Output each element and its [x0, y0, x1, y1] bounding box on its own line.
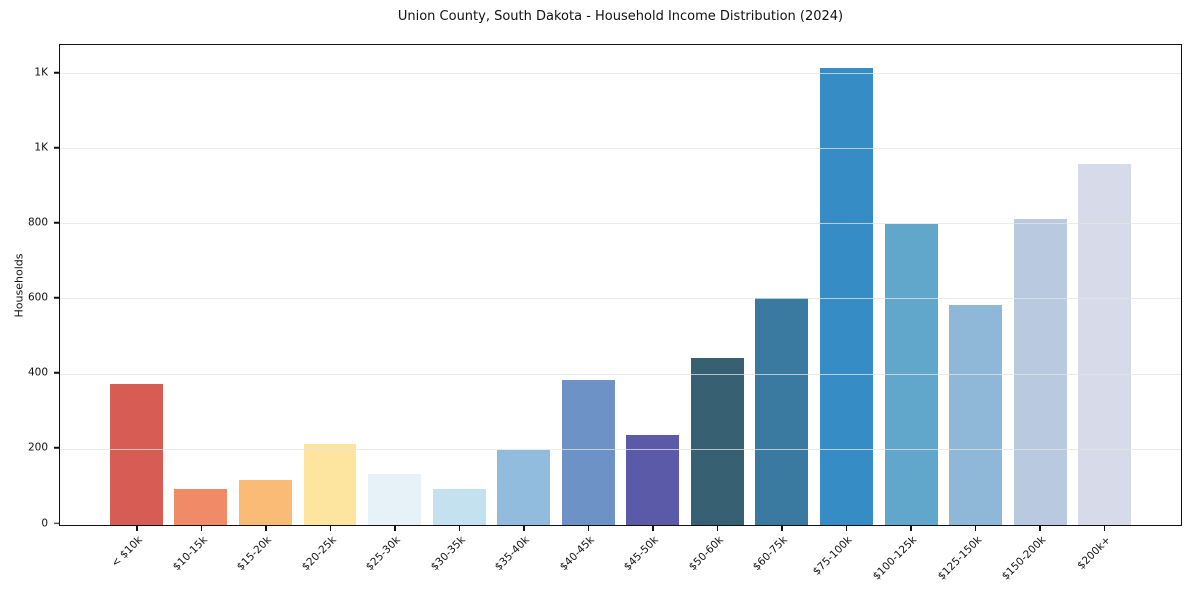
x-tick-mark — [781, 525, 783, 531]
bar-slot — [233, 45, 298, 525]
bar-$75-100k — [820, 68, 873, 525]
x-tick-label: $30-35k — [428, 534, 468, 574]
y-axis-ticks: 0 200 400 600 800 1K 1K — [0, 44, 59, 528]
y-tick-mark — [54, 147, 59, 149]
x-tick-mark — [523, 525, 525, 531]
bar-slot — [750, 45, 815, 525]
x-tick-mark — [716, 525, 718, 531]
bar-< $10k — [109, 384, 163, 525]
bar-slot — [879, 45, 944, 525]
x-tick-mark — [652, 525, 654, 531]
y-tick-mark — [54, 372, 59, 374]
x-tick-label: $40-45k — [557, 534, 597, 574]
x-tick-label: $35-40k — [493, 534, 533, 574]
x-tick-mark — [910, 525, 912, 531]
bar-$200k+ — [1078, 164, 1132, 525]
x-tick-label: $10-15k — [170, 534, 210, 574]
x-tick-label: $50-60k — [686, 534, 726, 574]
x-tick-label: $20-25k — [299, 534, 339, 574]
bar-slot — [169, 45, 234, 525]
bar-slot — [104, 45, 169, 525]
bar-slot — [556, 45, 621, 525]
bar-$40-45k — [561, 380, 615, 525]
y-tick-label: 400 — [27, 366, 48, 379]
x-tick-mark — [1039, 525, 1041, 531]
bar-slot — [685, 45, 750, 525]
y-tick-mark — [54, 447, 59, 449]
y-tick-label: 800 — [27, 216, 48, 229]
bar-slot — [1072, 45, 1137, 525]
x-tick-label: $60-75k — [751, 534, 791, 574]
bar-slot — [491, 45, 556, 525]
x-tick-mark — [845, 525, 847, 531]
bar-$50-60k — [690, 357, 744, 525]
y-tick-label: 600 — [27, 291, 48, 304]
y-tick-mark — [54, 297, 59, 299]
bar-slot — [298, 45, 363, 525]
x-tick-mark — [394, 525, 396, 531]
bar-$25-30k — [368, 474, 421, 525]
bar-$20-25k — [303, 444, 357, 525]
y-tick-mark — [54, 522, 59, 524]
x-tick-mark — [200, 525, 202, 531]
x-axis-labels: < $10k $10-15k $15-20k $20-25k $25-30k $30-35… — [59, 534, 1182, 590]
y-tick-label: 200 — [27, 441, 48, 454]
y-tick-mark — [54, 222, 59, 224]
chart-title: Union County, South Dakota - Household I… — [397, 9, 844, 24]
x-tick-mark — [974, 525, 976, 531]
bar-slot — [362, 45, 427, 525]
bar-$15-20k — [238, 479, 292, 525]
x-tick-mark — [329, 525, 331, 531]
x-tick-mark — [458, 525, 460, 531]
y-tick-label: 1K — [34, 66, 48, 79]
bar-$45-50k — [626, 434, 680, 525]
y-tick-label: 0 — [41, 516, 48, 529]
x-tick-mark — [136, 525, 138, 531]
x-tick-label: $45-50k — [622, 534, 662, 574]
bar-slot — [814, 45, 879, 525]
bar-$150-200k — [1013, 218, 1067, 525]
x-tick-mark — [265, 525, 267, 531]
x-tick-label: $200k+ — [1074, 534, 1113, 572]
bars-container — [104, 45, 1137, 525]
bar-$100-125k — [884, 224, 938, 525]
x-tick-label: $15-20k — [235, 534, 275, 574]
bar-$125-150k — [949, 305, 1003, 525]
x-tick-label: $100-125k — [870, 534, 920, 583]
bar-slot — [621, 45, 686, 525]
bar-$30-35k — [432, 489, 486, 525]
x-tick-label: $125-150k — [935, 534, 984, 583]
bar-slot — [427, 45, 492, 525]
x-tick-mark — [1103, 525, 1105, 531]
bar-slot — [1008, 45, 1073, 525]
x-tick-label: < $10k — [109, 534, 146, 570]
plot-area — [59, 44, 1182, 526]
bar-$10-15k — [174, 489, 228, 525]
x-axis-ticks — [59, 525, 1182, 532]
x-tick-mark — [587, 525, 589, 531]
bar-slot — [943, 45, 1008, 525]
y-tick-label: 1K — [34, 141, 48, 154]
x-tick-label: $150-200k — [999, 534, 1049, 583]
y-tick-mark — [54, 72, 59, 74]
x-tick-label: $75-100k — [810, 534, 855, 578]
x-tick-label: $25-30k — [364, 534, 404, 574]
bar-$60-75k — [755, 297, 809, 525]
bar-$35-40k — [497, 449, 551, 525]
